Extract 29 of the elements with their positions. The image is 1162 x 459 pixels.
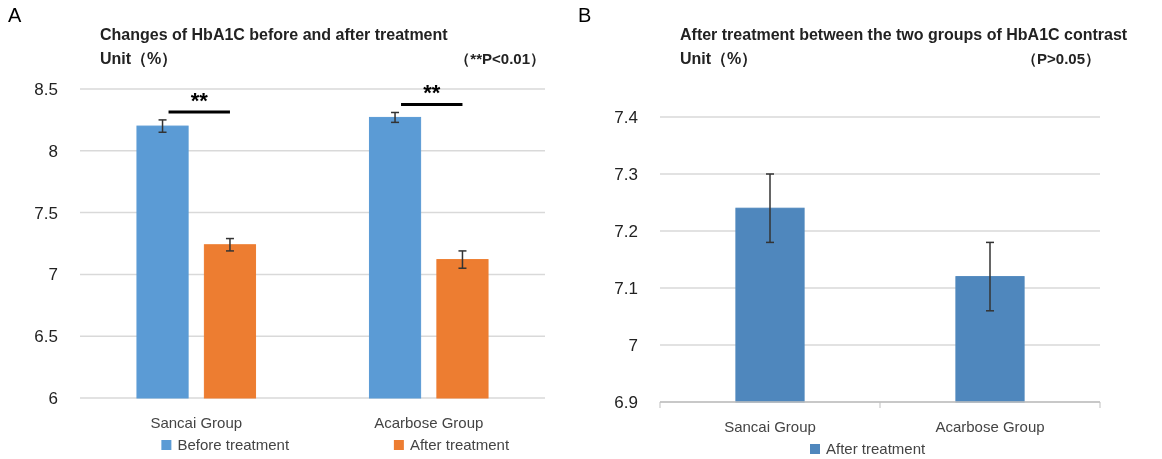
y-tick-label: 7.5 <box>34 203 58 223</box>
y-tick-label: 7.1 <box>614 279 638 298</box>
y-tick-label: 6.5 <box>34 327 58 347</box>
y-tick-label: 7.2 <box>614 222 638 241</box>
legend-label: Before treatment <box>177 436 290 453</box>
chart-subtitle: Unit（%） <box>100 50 178 68</box>
chart-title: Changes of HbA1C before and after treatment <box>100 26 449 43</box>
y-tick-label: 7 <box>48 265 58 285</box>
text: （**P<0.01） <box>455 50 545 67</box>
x-tick-label: Acarbose Group <box>374 414 484 431</box>
y-tick-label: 6.9 <box>614 393 638 412</box>
chart-subtitle: Unit（%） <box>680 50 758 68</box>
text: A <box>8 4 22 26</box>
legend-label: After treatment <box>409 436 510 453</box>
y-tick-label: 7 <box>628 336 638 355</box>
y-tick-label: 7.3 <box>614 165 638 184</box>
legend: After treatment <box>810 440 926 457</box>
text: B <box>578 4 592 26</box>
x-tick-label: Sancai Group <box>150 414 243 431</box>
text: （P>0.05） <box>1022 50 1100 67</box>
x-tick-label: Sancai Group <box>724 418 816 435</box>
annotation: ** <box>423 80 441 106</box>
y-tick-label: 6 <box>48 389 58 408</box>
x-tick-label: Acarbose Group <box>935 418 1045 435</box>
chart-title: After treatment between the two groups of HbA1C contrast <box>680 26 1128 43</box>
y-tick-label: 8.5 <box>34 80 58 99</box>
annotation: ** <box>190 87 209 113</box>
y-tick-label: 8 <box>48 141 58 161</box>
y-tick-label: 7.4 <box>614 108 638 127</box>
